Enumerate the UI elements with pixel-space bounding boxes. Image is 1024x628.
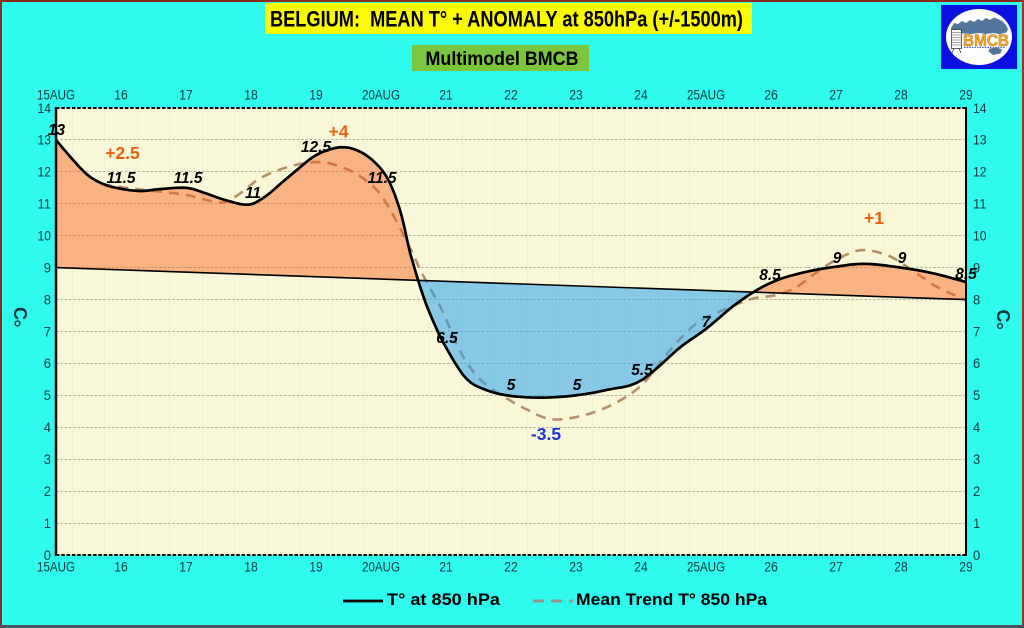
svg-text:BMCB: BMCB: [963, 31, 1009, 50]
svg-text:8.5: 8.5: [759, 267, 781, 284]
svg-text:26: 26: [764, 88, 778, 103]
svg-text:5.5: 5.5: [631, 362, 653, 379]
svg-text:+4: +4: [329, 122, 349, 142]
svg-text:1: 1: [973, 516, 980, 531]
svg-text:16: 16: [114, 560, 128, 575]
svg-text:10: 10: [38, 229, 52, 244]
svg-text:14: 14: [38, 101, 52, 116]
svg-text:14: 14: [973, 101, 987, 116]
svg-text:7: 7: [702, 314, 712, 331]
svg-text:5: 5: [573, 377, 582, 394]
svg-text:9: 9: [44, 260, 51, 275]
svg-text:11.5: 11.5: [173, 170, 202, 187]
svg-text:+2.5: +2.5: [105, 143, 140, 163]
svg-text:27: 27: [829, 88, 843, 103]
svg-text:29: 29: [959, 88, 973, 103]
svg-text:3: 3: [973, 452, 980, 467]
svg-text:5: 5: [44, 388, 51, 403]
svg-text:C: C: [993, 310, 1013, 323]
svg-text:2: 2: [973, 484, 980, 499]
svg-text:0: 0: [973, 548, 980, 563]
svg-text:+1: +1: [864, 208, 884, 228]
svg-text:20AUG: 20AUG: [362, 560, 400, 575]
svg-text:4: 4: [44, 420, 52, 435]
svg-text:26: 26: [764, 560, 778, 575]
svg-text:12: 12: [973, 165, 987, 180]
svg-text:8: 8: [44, 292, 51, 307]
svg-text:11: 11: [973, 197, 987, 212]
svg-text:22: 22: [504, 560, 518, 575]
svg-text:5: 5: [973, 388, 980, 403]
svg-text:24: 24: [634, 560, 648, 575]
svg-text:9: 9: [898, 250, 907, 267]
svg-text:11: 11: [38, 197, 52, 212]
svg-text:11.5: 11.5: [106, 170, 135, 187]
svg-text:10: 10: [973, 229, 987, 244]
svg-text:15AUG: 15AUG: [37, 560, 75, 575]
svg-text:28: 28: [894, 88, 908, 103]
svg-text:6.5: 6.5: [436, 330, 458, 347]
svg-text:18: 18: [244, 88, 258, 103]
svg-text:11.5: 11.5: [367, 170, 396, 187]
svg-text:6: 6: [44, 356, 51, 371]
svg-text:6: 6: [973, 356, 980, 371]
svg-text:11: 11: [245, 185, 261, 202]
svg-text:12.5: 12.5: [301, 139, 332, 156]
svg-text:17: 17: [179, 560, 193, 575]
svg-text:21: 21: [439, 560, 453, 575]
svg-text:13: 13: [38, 133, 52, 148]
svg-text:7: 7: [973, 324, 980, 339]
svg-text:13: 13: [973, 133, 987, 148]
svg-text:4: 4: [973, 420, 981, 435]
svg-text:24: 24: [634, 88, 648, 103]
svg-text:C: C: [10, 307, 30, 320]
svg-text:27: 27: [829, 560, 843, 575]
svg-text:T° at 850 hPa: T° at 850 hPa: [387, 591, 501, 609]
svg-text:0: 0: [44, 548, 51, 563]
svg-text:8.5: 8.5: [955, 266, 977, 283]
svg-text:15AUG: 15AUG: [37, 88, 75, 103]
svg-text:2: 2: [44, 484, 51, 499]
svg-text:17: 17: [179, 88, 193, 103]
svg-text:12: 12: [38, 165, 52, 180]
svg-text:25AUG: 25AUG: [687, 560, 725, 575]
svg-text:3: 3: [44, 452, 51, 467]
svg-text:1: 1: [44, 516, 51, 531]
svg-text:23: 23: [569, 88, 583, 103]
svg-text:9: 9: [973, 260, 980, 275]
svg-text:9: 9: [833, 250, 842, 267]
svg-text:-3.5: -3.5: [531, 424, 561, 444]
svg-text:18: 18: [244, 560, 258, 575]
svg-text:23: 23: [569, 560, 583, 575]
svg-text:8: 8: [973, 292, 980, 307]
svg-text:5: 5: [507, 377, 516, 394]
svg-text:Mean Trend T° 850 hPa: Mean Trend T° 850 hPa: [576, 591, 768, 609]
svg-text:BELGIUM: MEAN T° + ANOMALY at: BELGIUM: MEAN T° + ANOMALY at 850hPa (+/…: [270, 7, 743, 32]
svg-text:29: 29: [959, 560, 973, 575]
svg-text:21: 21: [439, 88, 453, 103]
svg-text:16: 16: [114, 88, 128, 103]
svg-text:20AUG: 20AUG: [362, 88, 400, 103]
svg-text:19: 19: [309, 560, 323, 575]
svg-text:22: 22: [504, 88, 518, 103]
svg-text:7: 7: [44, 324, 51, 339]
svg-text:Multimodel BMCB: Multimodel BMCB: [426, 49, 579, 70]
svg-text:28: 28: [894, 560, 908, 575]
svg-text:19: 19: [309, 88, 323, 103]
svg-text:25AUG: 25AUG: [687, 88, 725, 103]
svg-text:13: 13: [48, 122, 66, 139]
